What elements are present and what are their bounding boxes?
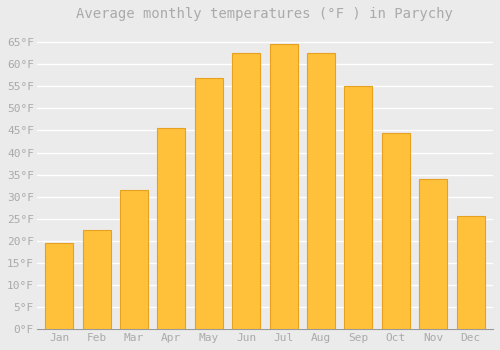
Bar — [419, 179, 447, 329]
Bar — [232, 53, 260, 329]
Bar — [45, 243, 73, 329]
Bar — [270, 44, 297, 329]
Bar — [344, 86, 372, 329]
Bar — [120, 190, 148, 329]
Bar — [195, 78, 223, 329]
Bar — [82, 230, 110, 329]
Bar — [158, 128, 186, 329]
Bar — [456, 216, 484, 329]
Bar — [382, 133, 410, 329]
Bar — [307, 53, 335, 329]
Title: Average monthly temperatures (°F ) in Parychy: Average monthly temperatures (°F ) in Pa… — [76, 7, 454, 21]
